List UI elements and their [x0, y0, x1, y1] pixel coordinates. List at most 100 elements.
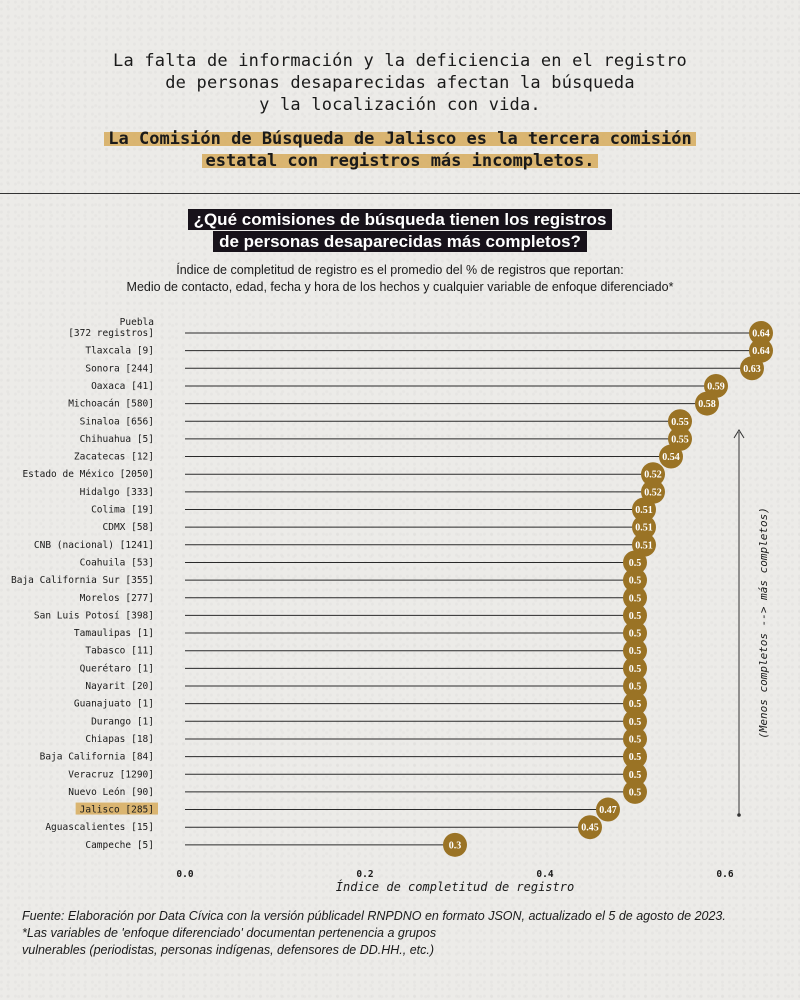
lollipop-dot [749, 338, 773, 363]
category-label: Durango [1] [91, 716, 154, 727]
lollipop-dot [623, 638, 647, 663]
x-axis-label: Índice de completitud de registro [336, 879, 574, 894]
value-label: 0.5 [629, 717, 642, 728]
category-label: Colima [19] [91, 505, 154, 516]
category-label: Coahuila [53] [80, 557, 154, 568]
value-label: 0.47 [599, 805, 617, 816]
value-label: 0.63 [743, 364, 761, 375]
lollipop-dot [641, 479, 665, 504]
value-label: 0.51 [635, 540, 653, 551]
value-label: 0.55 [671, 434, 689, 445]
lollipop-dot [623, 726, 647, 751]
lollipop-dot [623, 744, 647, 769]
highlight-line: estatal con registros más incompletos. [201, 151, 599, 171]
category-label: San Luis Potosí [398] [34, 610, 154, 621]
lollipop-dot [704, 373, 728, 398]
highlight-text: La Comisión de Búsqueda de Jalisco es la… [40, 128, 760, 172]
lollipop-dot [623, 603, 647, 628]
note-line: vulnerables (periodistas, personas indíg… [22, 943, 435, 957]
value-label: 0.59 [707, 381, 725, 392]
category-label: CNB (nacional) [1241] [34, 540, 154, 551]
lollipop-dot [632, 515, 656, 540]
intro-line: y la localización con vida. [259, 95, 541, 115]
category-label: Veracruz [1290] [68, 769, 154, 780]
lollipop-dot [578, 815, 602, 840]
category-label: Sinaloa [656] [80, 416, 154, 427]
value-label: 0.5 [629, 699, 642, 710]
category-label: Tabasco [11] [85, 646, 154, 657]
category-label: Michoacán [580] [68, 399, 154, 410]
category-label: Chihuahua [5] [80, 434, 154, 445]
category-label: CDMX [58] [103, 522, 154, 533]
source-line: Fuente: Elaboración por Data Cívica con … [22, 909, 726, 923]
value-label: 0.5 [629, 734, 642, 745]
category-label: Estado de México [2050] [22, 469, 154, 480]
lollipop-dot [596, 797, 620, 822]
lollipop-chart: Puebla [372 registros] 0.64 Tlaxcala [9] 0.6… [11, 317, 773, 894]
category-label: Morelos [277] [80, 593, 154, 604]
category-label: Nuevo León [90] [68, 787, 154, 798]
chart-subtitle: Índice de completitud de registro es el … [40, 262, 760, 296]
value-label: 0.64 [752, 346, 770, 357]
lollipop-dot [623, 585, 647, 610]
lollipop-dot [623, 568, 647, 593]
x-tick-label: 0.0 [176, 869, 193, 880]
lollipop-dot [749, 321, 773, 345]
lollipop-dot [632, 497, 656, 522]
footer-note: Fuente: Elaboración por Data Cívica con … [22, 908, 782, 959]
lollipop-dot [623, 656, 647, 681]
value-label: 0.55 [671, 417, 689, 428]
value-label: 0.5 [629, 752, 642, 763]
lollipop-dot [623, 674, 647, 698]
lollipop-dot [623, 779, 647, 804]
value-label: 0.5 [629, 593, 642, 604]
category-label: Campeche [5] [85, 840, 154, 851]
category-label: Tlaxcala [9] [85, 346, 154, 357]
lollipop-dot [740, 356, 764, 381]
lollipop-dot [623, 621, 647, 646]
x-tick-label: 0.6 [716, 869, 733, 880]
intro-line: La falta de información y la deficiencia… [113, 51, 687, 71]
category-highlight [75, 802, 158, 815]
category-label: Chiapas [18] [85, 734, 154, 745]
value-label: 0.5 [629, 646, 642, 657]
category-label: Jalisco [285] [80, 805, 154, 816]
value-label: 0.5 [629, 629, 642, 640]
category-label: Baja California [84] [40, 752, 154, 763]
value-label: 0.52 [644, 470, 662, 481]
lollipop-dot [623, 691, 647, 716]
value-label: 0.5 [629, 576, 642, 587]
lollipop-dot [695, 391, 719, 416]
category-label: Querétaro [1] [80, 663, 154, 674]
value-label: 0.5 [629, 770, 642, 781]
chart-title-line: de personas desaparecidas más completos? [213, 231, 587, 252]
lollipop-dot [443, 832, 467, 857]
chart-title-line: ¿Qué comisiones de búsqueda tienen los r… [187, 209, 613, 230]
value-label: 0.5 [629, 558, 642, 569]
lollipop-dot [668, 426, 692, 451]
value-label: 0.54 [662, 452, 680, 463]
category-label: Puebla [372 registros] [68, 317, 154, 339]
category-label: Tamaulipas [1] [74, 628, 154, 639]
lollipop-dot [623, 709, 647, 734]
value-label: 0.5 [629, 611, 642, 622]
category-label: Zacatecas [12] [74, 452, 154, 463]
category-label: Sonora [244] [85, 363, 154, 374]
category-label: Oaxaca [41] [91, 381, 154, 392]
value-label: 0.52 [644, 487, 662, 498]
subtitle-line: Índice de completitud de registro es el … [176, 263, 624, 277]
category-label: Hidalgo [333] [80, 487, 154, 498]
value-label: 0.5 [629, 787, 642, 798]
value-label: 0.51 [635, 523, 653, 534]
arrow-tail [737, 813, 741, 817]
category-label: Aguascalientes [15] [45, 822, 154, 833]
intro-line: de personas desaparecidas afectan la bús… [165, 73, 635, 93]
lollipop-dot [623, 762, 647, 787]
lollipop-dot [623, 550, 647, 575]
intro-text: La falta de información y la deficiencia… [40, 50, 760, 116]
value-label: 0.3 [449, 840, 462, 851]
note-line: *Las variables de 'enfoque diferenciado'… [22, 926, 437, 940]
value-label: 0.45 [581, 823, 599, 834]
category-label: Nayarit [20] [85, 681, 154, 692]
arrow-head [733, 429, 745, 439]
